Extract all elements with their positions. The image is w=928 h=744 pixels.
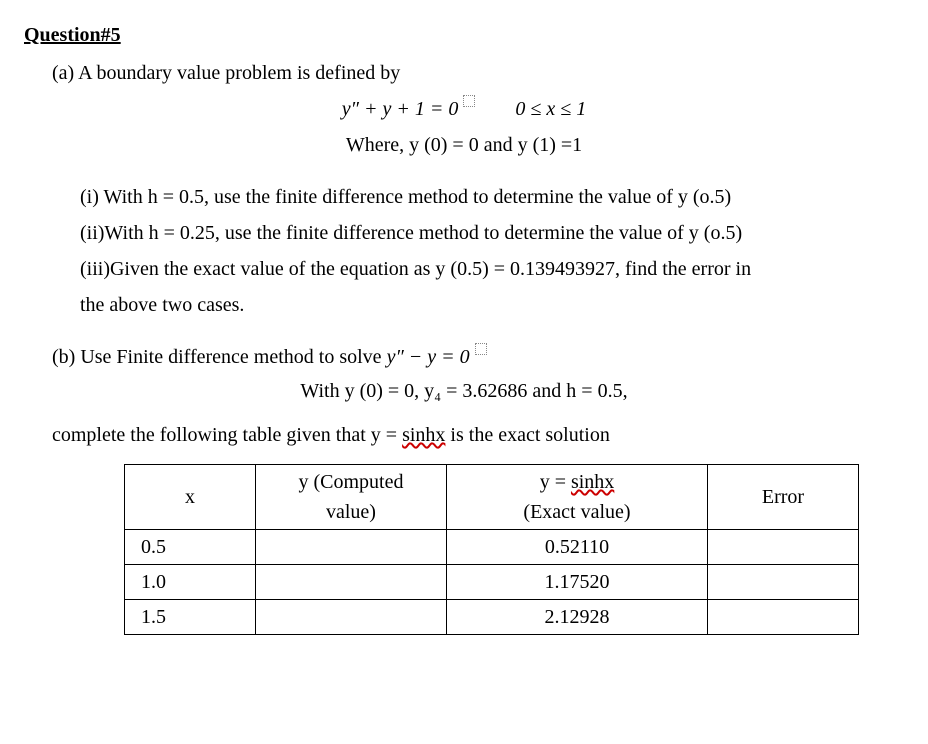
col-header-error: Error xyxy=(708,465,859,530)
sinhx-text: sinhx xyxy=(402,424,445,446)
part-a: (a) A boundary value problem is defined … xyxy=(52,58,904,88)
equation-ode: y″ + y + 1 = 0 xyxy=(342,94,476,124)
part-b-intro-eq: y″ − y = 0 xyxy=(387,346,470,368)
col-header-exact: y = sinhx (Exact value) xyxy=(447,465,708,530)
col-header-x: x xyxy=(125,465,256,530)
cell-exact: 1.17520 xyxy=(447,565,708,600)
cell-exact: 2.12928 xyxy=(447,600,708,635)
question-title: Question#5 xyxy=(24,20,904,50)
complete-suffix: is the exact solution xyxy=(450,424,609,446)
part-a-intro: A boundary value problem is defined by xyxy=(78,62,400,84)
equation-main-row: y″ + y + 1 = 0 0 ≤ x ≤ 1 xyxy=(24,94,904,124)
cell-x: 1.5 xyxy=(125,600,256,635)
part-b-complete-line: complete the following table given that … xyxy=(52,420,904,450)
col-header-exact-l2: (Exact value) xyxy=(457,497,697,527)
cell-computed xyxy=(256,600,447,635)
part-a-iii-line2: the above two cases. xyxy=(80,290,904,320)
part-b: (b) Use Finite difference method to solv… xyxy=(52,342,904,372)
equation-boundary-conditions: Where, y (0) = 0 and y (1) =1 xyxy=(24,130,904,160)
cell-computed xyxy=(256,565,447,600)
results-table: x y (Computed value) y = sinhx (Exact va… xyxy=(124,464,859,635)
cell-x: 0.5 xyxy=(125,530,256,565)
cell-error xyxy=(708,530,859,565)
cell-exact: 0.52110 xyxy=(447,530,708,565)
col-header-computed-l2: value) xyxy=(266,497,436,527)
part-b-intro-prefix: Use Finite difference method to solve xyxy=(80,346,386,368)
table-container: x y (Computed value) y = sinhx (Exact va… xyxy=(124,464,904,635)
part-b-label: (b) xyxy=(52,346,75,368)
part-a-label: (a) xyxy=(52,62,74,84)
placeholder-glyph-icon xyxy=(463,95,475,107)
complete-prefix: complete the following table given that … xyxy=(52,424,402,446)
col-header-computed-l1: y (Computed xyxy=(266,467,436,497)
exact-l1-sinhx: sinhx xyxy=(571,471,614,493)
exact-l1-prefix: y = xyxy=(540,471,571,493)
table-header-row: x y (Computed value) y = sinhx (Exact va… xyxy=(125,465,859,530)
equation-domain: 0 ≤ x ≤ 1 xyxy=(515,94,586,124)
part-a-i: (i) With h = 0.5, use the finite differe… xyxy=(80,182,904,212)
cell-error xyxy=(708,600,859,635)
part-a-subitems: (i) With h = 0.5, use the finite differe… xyxy=(80,182,904,320)
placeholder-glyph-icon xyxy=(475,343,487,355)
table-row: 0.5 0.52110 xyxy=(125,530,859,565)
cell-error xyxy=(708,565,859,600)
part-b-with-line: With y (0) = 0, y₄ = 3.62686 and h = 0.5… xyxy=(24,376,904,406)
table-row: 1.5 2.12928 xyxy=(125,600,859,635)
col-header-computed: y (Computed value) xyxy=(256,465,447,530)
cell-computed xyxy=(256,530,447,565)
cell-x: 1.0 xyxy=(125,565,256,600)
col-header-exact-l1: y = sinhx xyxy=(457,467,697,497)
table-row: 1.0 1.17520 xyxy=(125,565,859,600)
part-a-iii-line1: (iii)Given the exact value of the equati… xyxy=(80,254,904,284)
equation-ode-text: y″ + y + 1 = 0 xyxy=(342,98,459,120)
part-a-ii: (ii)With h = 0.25, use the finite differ… xyxy=(80,218,904,248)
